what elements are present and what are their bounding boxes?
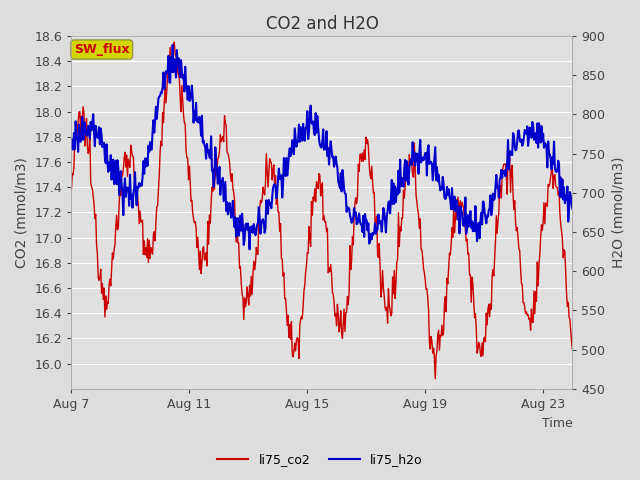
Y-axis label: H2O (mmol/m3): H2O (mmol/m3) — [611, 156, 625, 268]
Y-axis label: CO2 (mmol/m3): CO2 (mmol/m3) — [15, 157, 29, 268]
Title: CO2 and H2O: CO2 and H2O — [266, 15, 378, 33]
Text: Time: Time — [541, 417, 572, 430]
Legend: li75_co2, li75_h2o: li75_co2, li75_h2o — [212, 448, 428, 471]
Text: SW_flux: SW_flux — [74, 43, 129, 56]
